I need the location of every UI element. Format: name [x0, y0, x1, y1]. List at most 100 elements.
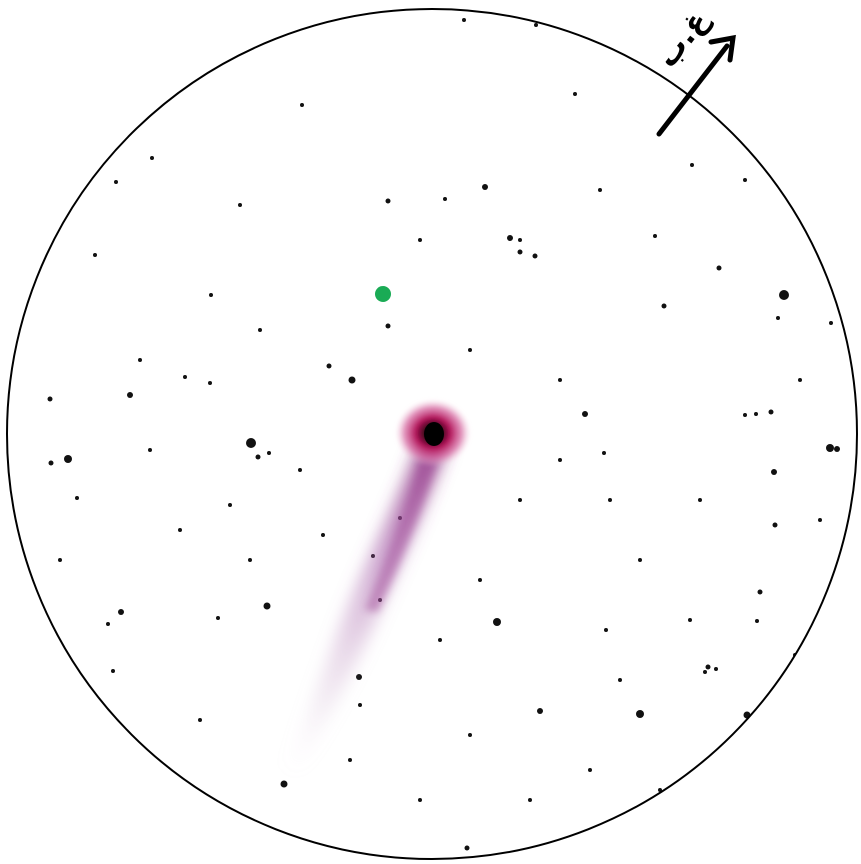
star	[111, 669, 115, 673]
star	[127, 392, 133, 398]
field-of-view-outline	[6, 8, 858, 860]
star	[208, 381, 212, 385]
star	[228, 503, 232, 507]
star	[779, 290, 789, 300]
star	[168, 778, 172, 782]
star	[148, 448, 152, 452]
star	[661, 303, 667, 309]
star	[438, 638, 442, 642]
star	[493, 618, 501, 626]
star	[93, 253, 97, 257]
comet-tail-inner	[365, 445, 440, 612]
star	[618, 678, 622, 682]
star	[688, 618, 692, 622]
direction-label: غ.ب	[650, 3, 717, 75]
star	[258, 328, 262, 332]
star	[248, 558, 252, 562]
star	[464, 845, 470, 851]
star	[64, 455, 72, 463]
green-marker-dot	[375, 286, 391, 302]
star	[768, 409, 774, 415]
direction-indicator: غ.ب	[650, 3, 736, 137]
star	[356, 674, 362, 680]
star	[743, 178, 747, 182]
star	[636, 710, 644, 718]
north-east-arrow-icon	[656, 34, 736, 137]
star	[48, 460, 54, 466]
star	[604, 628, 608, 632]
star	[705, 664, 711, 670]
star	[558, 378, 562, 382]
star	[358, 703, 362, 707]
star	[298, 468, 302, 472]
star	[507, 235, 513, 241]
star	[267, 451, 271, 455]
star	[209, 293, 213, 297]
star	[690, 163, 694, 167]
star	[772, 522, 778, 528]
comet-nucleus	[424, 422, 444, 446]
star	[263, 602, 271, 610]
star	[518, 238, 522, 242]
star	[348, 758, 352, 762]
star	[385, 198, 391, 204]
star	[198, 718, 202, 722]
star	[462, 18, 466, 22]
star	[238, 203, 242, 207]
star	[588, 768, 592, 772]
star	[348, 376, 356, 384]
star	[818, 518, 822, 522]
star	[776, 316, 780, 320]
star	[468, 733, 472, 737]
star	[385, 323, 391, 329]
star	[534, 23, 538, 27]
star	[755, 619, 759, 623]
star	[280, 780, 288, 788]
star	[178, 528, 182, 532]
star	[482, 184, 488, 190]
star	[418, 798, 422, 802]
star	[771, 469, 777, 475]
star	[255, 454, 261, 460]
star	[517, 249, 523, 255]
star	[703, 670, 707, 674]
star	[326, 363, 332, 369]
star	[138, 358, 142, 362]
star	[518, 498, 522, 502]
star	[528, 798, 532, 802]
star	[558, 458, 562, 462]
star	[714, 667, 718, 671]
star	[582, 411, 588, 417]
star	[106, 622, 110, 626]
star	[826, 444, 834, 452]
star	[478, 578, 482, 582]
star	[537, 708, 543, 714]
star	[698, 498, 702, 502]
star	[75, 496, 79, 500]
star	[798, 378, 802, 382]
star	[58, 558, 62, 562]
star	[573, 92, 577, 96]
star	[321, 533, 325, 537]
star	[246, 438, 256, 448]
star	[757, 589, 763, 595]
star	[443, 197, 447, 201]
star	[743, 413, 747, 417]
star	[468, 348, 472, 352]
star	[754, 412, 758, 416]
comet	[285, 399, 471, 772]
star	[716, 265, 722, 271]
star	[653, 234, 657, 238]
star	[114, 180, 118, 184]
star	[638, 558, 642, 562]
star	[834, 446, 840, 452]
star	[608, 498, 612, 502]
star	[150, 156, 154, 160]
star	[598, 188, 602, 192]
star	[829, 321, 833, 325]
star	[418, 238, 422, 242]
star	[118, 609, 124, 615]
star	[532, 253, 538, 259]
star	[216, 616, 220, 620]
